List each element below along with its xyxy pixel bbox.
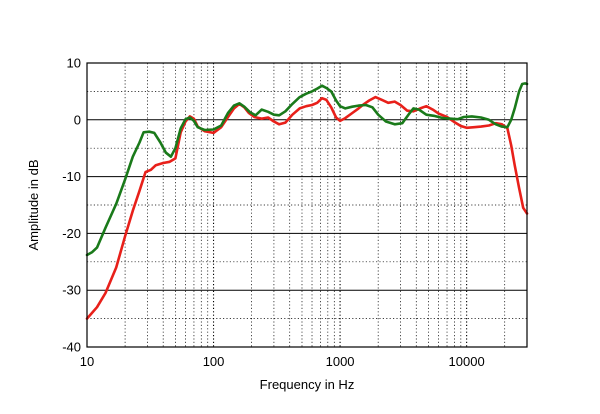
- grid-lines: [87, 63, 527, 347]
- y-tick-label: 0: [74, 112, 81, 127]
- y-axis-label: Amplitude in dB: [26, 159, 41, 250]
- y-tick-label: -40: [62, 340, 81, 355]
- x-tick-label: 10000: [449, 354, 485, 369]
- y-tick-label: -10: [62, 169, 81, 184]
- series-group: [85, 82, 529, 320]
- plot-frame: [86, 62, 528, 348]
- y-tick-label: 10: [67, 56, 81, 71]
- y-tick-label: -30: [62, 283, 81, 298]
- x-tick-label: 1000: [326, 354, 355, 369]
- x-tick-label: 100: [203, 354, 225, 369]
- x-tick-label: 10: [80, 354, 94, 369]
- plot-area: [87, 63, 527, 347]
- y-tick-label: -20: [62, 226, 81, 241]
- series-line-1: [85, 95, 529, 320]
- series-line-2: [85, 82, 529, 257]
- x-axis-label: Frequency in Hz: [260, 377, 355, 392]
